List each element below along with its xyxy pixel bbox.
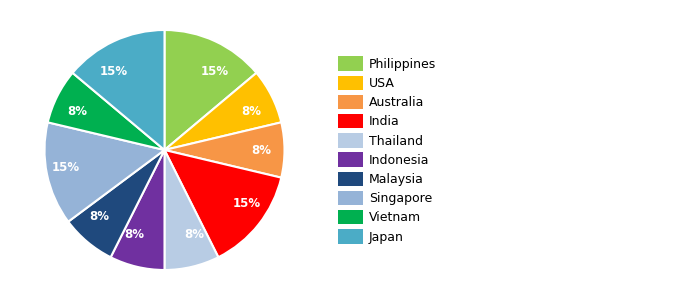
Wedge shape: [48, 73, 164, 150]
Text: 8%: 8%: [184, 228, 204, 241]
Text: 15%: 15%: [201, 65, 229, 78]
Wedge shape: [164, 30, 256, 150]
Wedge shape: [164, 150, 281, 257]
Text: 15%: 15%: [100, 65, 128, 78]
Text: 15%: 15%: [232, 197, 260, 210]
Text: 15%: 15%: [52, 161, 80, 174]
Legend: Philippines, USA, Australia, India, Thailand, Indonesia, Malaysia, Singapore, Vi: Philippines, USA, Australia, India, Thai…: [335, 54, 439, 246]
Text: 8%: 8%: [67, 105, 88, 118]
Wedge shape: [111, 150, 164, 270]
Wedge shape: [45, 122, 164, 222]
Wedge shape: [164, 150, 218, 270]
Text: 8%: 8%: [89, 210, 109, 223]
Wedge shape: [73, 30, 164, 150]
Text: 8%: 8%: [251, 143, 271, 157]
Wedge shape: [68, 150, 164, 257]
Text: 8%: 8%: [125, 228, 145, 241]
Text: 8%: 8%: [241, 105, 262, 118]
Wedge shape: [164, 73, 281, 150]
Wedge shape: [164, 122, 284, 178]
